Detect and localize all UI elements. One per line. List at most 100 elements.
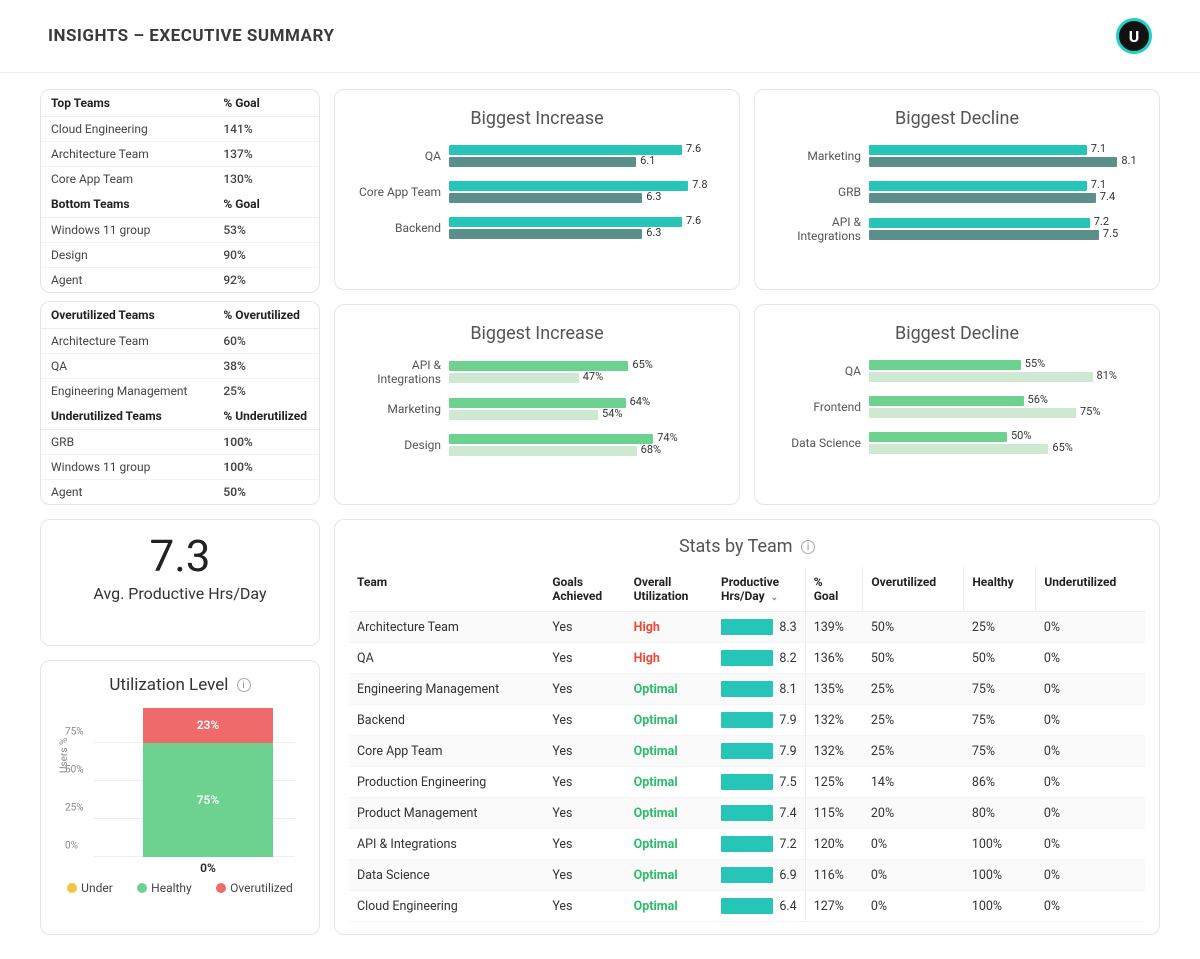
table-row: Windows 11 group53% — [41, 218, 319, 243]
underutilized-cell: 0% — [1036, 612, 1145, 643]
stats-header[interactable]: GoalsAchieved — [544, 567, 625, 612]
underutilized-cell: 0% — [1036, 891, 1145, 922]
chart-bar-current-value: 56% — [1028, 395, 1048, 405]
underutilized-cell: 0% — [1036, 736, 1145, 767]
team-value-cell: 141% — [213, 117, 319, 142]
stats-header[interactable]: Underutilized — [1036, 567, 1145, 612]
stats-header[interactable]: %Goal — [805, 567, 863, 612]
chart-bar-previous — [869, 230, 1099, 240]
goals-cell: Yes — [544, 829, 625, 860]
table-row: Core App TeamYesOptimal7.9132%25%75%0% — [349, 736, 1145, 767]
table-row: Engineering ManagementYesOptimal8.1135%2… — [349, 674, 1145, 705]
goal-pct-cell: 127% — [805, 891, 863, 922]
chart-bar-previous — [449, 157, 636, 167]
team-cell: API & Integrations — [349, 829, 544, 860]
chart-row-label: API & Integrations — [769, 215, 869, 243]
table-row: Architecture Team60% — [41, 329, 319, 354]
chart-bar-current — [869, 432, 1007, 442]
underutilized-cell: 0% — [1036, 643, 1145, 674]
goal-pct-cell: 115% — [805, 798, 863, 829]
stats-header[interactable]: OverallUtilization — [626, 567, 713, 612]
healthy-cell: 80% — [964, 798, 1036, 829]
logo-badge[interactable]: U — [1116, 18, 1152, 54]
logo-letter: U — [1129, 27, 1140, 46]
chart-bar-previous — [449, 193, 642, 203]
goal-pct-cell: 139% — [805, 612, 863, 643]
table-row: Core App Team130% — [41, 167, 319, 192]
goal-pct-cell: 136% — [805, 643, 863, 674]
chart-title: Biggest Increase — [349, 108, 725, 129]
info-icon[interactable]: i — [237, 678, 251, 692]
chart-bar-previous-value: 65% — [1052, 443, 1072, 453]
chart-bar-previous-value: 6.3 — [646, 192, 661, 202]
underutilized-cell: 0% — [1036, 798, 1145, 829]
underutilized-cell: 0% — [1036, 674, 1145, 705]
chart-row: API & Integrations65%47% — [349, 358, 725, 386]
chart-bar-previous — [869, 372, 1093, 382]
team-name-cell: QA — [41, 354, 213, 379]
utilization-title-text: Utilization Level — [109, 675, 228, 695]
productive-hours-cell: 7.9 — [713, 705, 805, 736]
chart-bar-previous-value: 7.5 — [1103, 229, 1118, 239]
overutilized-teams-table: Overutilized Teams% OverutilizedArchitec… — [41, 302, 319, 403]
utilization-cell: Optimal — [626, 829, 713, 860]
overutilized-cell: 0% — [863, 891, 964, 922]
table-row: QA38% — [41, 354, 319, 379]
underutilized-cell: 0% — [1036, 705, 1145, 736]
table-row: Windows 11 group100% — [41, 455, 319, 480]
chart-bar-previous-value: 68% — [641, 445, 661, 455]
legend-item: Under — [67, 881, 113, 895]
mini-header-name: Underutilized Teams — [41, 403, 213, 430]
stats-header[interactable]: Healthy — [964, 567, 1036, 612]
chart-bar-previous-value: 6.3 — [646, 228, 661, 238]
utilization-cell: High — [626, 643, 713, 674]
table-row: BackendYesOptimal7.9132%25%75%0% — [349, 705, 1145, 736]
mini-header-val: % Goal — [213, 90, 319, 117]
biggest-decline-pct-chart: Biggest DeclineQA55%81%Frontend56%75%Dat… — [754, 304, 1160, 505]
mini-header-val: % Underutilized — [213, 403, 319, 430]
chart-row-label: Frontend — [769, 400, 869, 414]
chart-bar-current-value: 7.2 — [1094, 217, 1109, 227]
chart-bar-previous-value: 81% — [1097, 371, 1117, 381]
team-name-cell: Engineering Management — [41, 379, 213, 404]
utilization-title: Utilization Level i — [55, 675, 305, 695]
overutilized-cell: 14% — [863, 767, 964, 798]
chart-row: QA7.66.1 — [349, 143, 725, 169]
chart-row: API & Integrations 7.2 7.5 — [769, 215, 1145, 243]
team-value-cell: 60% — [213, 329, 319, 354]
chart-bar-current-value: 7.1 — [1091, 180, 1106, 190]
utilization-segment: 75% — [143, 743, 273, 857]
stats-table: TeamGoalsAchievedOverallUtilizationProdu… — [349, 567, 1145, 922]
chart-bar-previous-value: 47% — [583, 372, 603, 382]
chart-bar-current — [869, 396, 1024, 406]
table-row: Design90% — [41, 243, 319, 268]
utilization-stacked-bar: Users % 0%25%50%75%75%23%0% — [93, 705, 295, 875]
stats-header[interactable]: Team — [349, 567, 544, 612]
info-icon[interactable]: i — [801, 540, 815, 554]
stats-header[interactable]: ProductiveHrs/Day ⌄ — [713, 567, 805, 612]
chart-row-label: GRB — [769, 185, 869, 199]
chart-bar-current — [869, 360, 1021, 370]
page-title: INSIGHTS – EXECUTIVE SUMMARY — [48, 26, 334, 46]
table-row: Cloud EngineeringYesOptimal6.4127%0%100%… — [349, 891, 1145, 922]
goal-pct-cell: 116% — [805, 860, 863, 891]
team-name-cell: GRB — [41, 430, 213, 455]
team-cell: Production Engineering — [349, 767, 544, 798]
stats-header[interactable]: Overutilized — [863, 567, 964, 612]
goal-pct-cell: 120% — [805, 829, 863, 860]
healthy-cell: 100% — [964, 829, 1036, 860]
chart-row: Backend7.66.3 — [349, 215, 725, 241]
chart-bar-current — [869, 145, 1087, 155]
chart-row: Data Science50%65% — [769, 430, 1145, 456]
legend-item: Overutilized — [216, 881, 293, 895]
chart-bar-current-value: 55% — [1025, 359, 1045, 369]
kpi-label: Avg. Productive Hrs/Day — [55, 584, 305, 603]
team-value-cell: 50% — [213, 480, 319, 505]
sort-icon[interactable]: ⌄ — [771, 593, 779, 603]
goals-cell: Yes — [544, 891, 625, 922]
utilization-level-card: Utilization Level i Users % 0%25%50%75%7… — [40, 660, 320, 936]
productive-hours-cell: 6.9 — [713, 860, 805, 891]
chart-row: Design74%68% — [349, 432, 725, 458]
productive-hours-cell: 7.5 — [713, 767, 805, 798]
chart-bar-previous-value: 8.1 — [1121, 156, 1136, 166]
